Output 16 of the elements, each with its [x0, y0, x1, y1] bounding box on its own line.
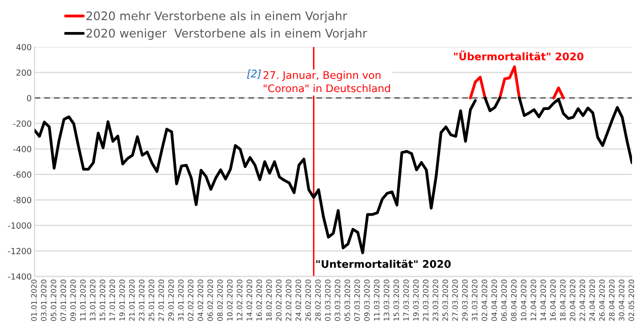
y-tick-label: 400 — [16, 44, 32, 50]
legend-label: 2020 mehr Verstorbene als in einem Vorjahr — [86, 11, 348, 23]
y-tick-label: -600 — [13, 171, 32, 178]
annotation: "Übermortalität" 2020 — [454, 50, 584, 60]
y-tick-label: -200 — [13, 120, 32, 127]
y-tick-label: 0 — [27, 94, 32, 102]
y-tick-label: -1000 — [8, 222, 32, 229]
y-tick-label: -1400 — [8, 273, 32, 280]
y-tick-label: -1200 — [8, 248, 32, 254]
annotation: 27. Januar, Beginn von "Corona" in Deutschland — [264, 70, 390, 92]
legend-label: 2020 weniger Verstorbene als in einem Vorjahr — [86, 28, 368, 40]
y-tick-label: 200 — [16, 69, 32, 76]
y-tick-label: -800 — [13, 196, 32, 204]
annotation: "Untermortalität" 2020 — [316, 260, 451, 268]
y-tick-label: -400 — [13, 146, 32, 152]
annotation: [2] — [247, 69, 261, 79]
